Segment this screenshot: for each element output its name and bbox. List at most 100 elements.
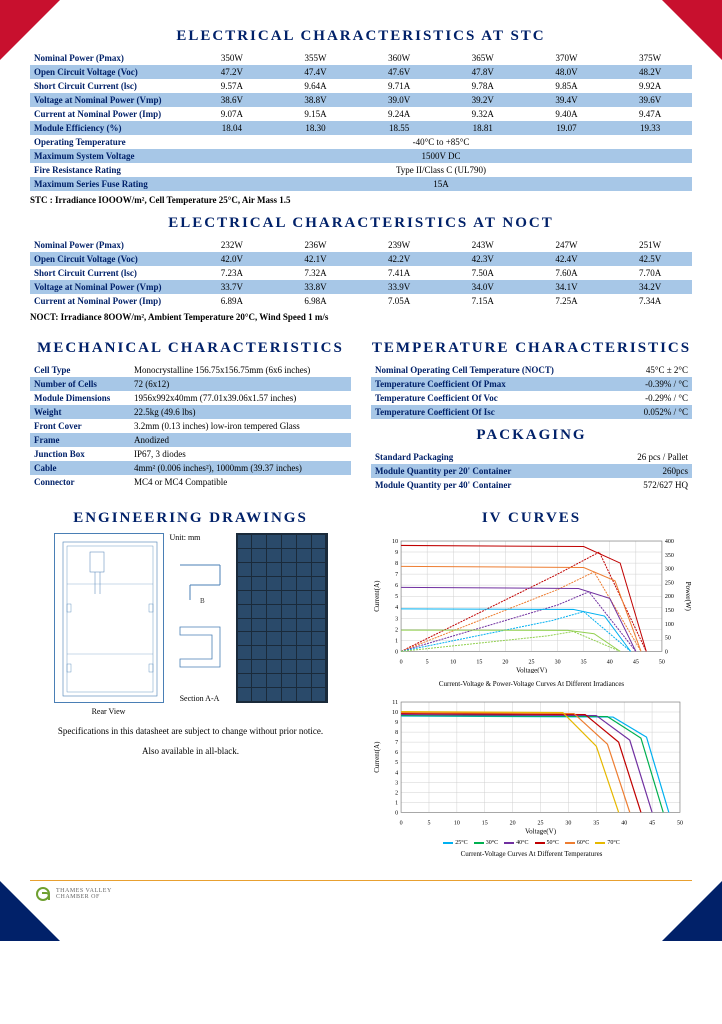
- row-value: 239W: [357, 238, 441, 252]
- row-value: 33.7V: [190, 280, 274, 294]
- row-value: 9.40A: [525, 107, 609, 121]
- row-value: 38.6V: [190, 93, 274, 107]
- row-value: 9.15A: [274, 107, 358, 121]
- row-label: Short Circuit Current (lsc): [30, 266, 190, 280]
- row-label: Junction Box: [30, 447, 130, 461]
- svg-text:0: 0: [395, 649, 398, 655]
- table-row: ConnectorMC4 or MC4 Compatible: [30, 475, 351, 489]
- unit-label: Unit: mm: [170, 533, 230, 542]
- svg-text:35: 35: [581, 659, 587, 665]
- table-row: Maximum Series Fuse Rating15A: [30, 177, 692, 191]
- rear-view-label: Rear View: [54, 707, 164, 716]
- svg-text:30: 30: [555, 659, 561, 665]
- svg-text:50: 50: [665, 636, 671, 642]
- row-value: 47.4V: [274, 65, 358, 79]
- row-label: Cell Type: [30, 363, 130, 377]
- row-value: 19.07: [525, 121, 609, 135]
- row-label: Module Quantity per 20' Container: [371, 464, 599, 478]
- row-value: 47.8V: [441, 65, 525, 79]
- temp-table: Nominal Operating Cell Temperature (NOCT…: [371, 363, 692, 419]
- table-row: Temperature Coefficient Of Pmax-0.39% / …: [371, 377, 692, 391]
- row-value: 19.33: [608, 121, 692, 135]
- row-value: 39.0V: [357, 93, 441, 107]
- row-value: 18.55: [357, 121, 441, 135]
- svg-text:7: 7: [395, 741, 398, 747]
- svg-text:10: 10: [392, 711, 398, 717]
- table-row: Weight22.5kg (49.6 lbs): [30, 405, 351, 419]
- row-label: Voltage at Nominal Power (Vmp): [30, 93, 190, 107]
- svg-text:20: 20: [502, 659, 508, 665]
- svg-text:25: 25: [538, 821, 544, 827]
- row-value: 42.2V: [357, 252, 441, 266]
- stc-note: STC : Irradiance IOOOW/m², Cell Temperat…: [30, 195, 692, 205]
- row-value: 6.89A: [190, 294, 274, 308]
- row-value: 9.24A: [357, 107, 441, 121]
- svg-text:250: 250: [665, 580, 674, 586]
- svg-text:50: 50: [677, 821, 683, 827]
- noct-table: Nominal Power (Pmax)232W236W239W243W247W…: [30, 238, 692, 308]
- table-row: Open Circuit Voltage (Voc)42.0V42.1V42.2…: [30, 252, 692, 266]
- row-value: 4mm² (0.006 inches²), 1000mm (39.37 inch…: [130, 461, 351, 475]
- svg-text:8: 8: [395, 731, 398, 737]
- row-label: Module Quantity per 40' Container: [371, 478, 599, 492]
- row-value: 365W: [441, 51, 525, 65]
- row-value: 34.1V: [525, 280, 609, 294]
- row-label: Front Cover: [30, 419, 130, 433]
- row-value: 247W: [525, 238, 609, 252]
- table-row: Module Efficiency (%)18.0418.3018.5518.8…: [30, 121, 692, 135]
- svg-text:Voltage(V): Voltage(V): [516, 666, 548, 673]
- mech-title: MECHANICAL CHARACTERISTICS: [30, 340, 351, 357]
- row-value: 6.98A: [274, 294, 358, 308]
- svg-text:45: 45: [649, 821, 655, 827]
- row-value: 39.6V: [608, 93, 692, 107]
- row-value: 42.5V: [608, 252, 692, 266]
- table-row: Current at Nominal Power (Imp)9.07A9.15A…: [30, 107, 692, 121]
- svg-text:11: 11: [392, 700, 398, 706]
- row-value: 9.07A: [190, 107, 274, 121]
- row-label: Maximum Series Fuse Rating: [30, 177, 190, 191]
- stc-table: Nominal Power (Pmax)350W355W360W365W370W…: [30, 51, 692, 191]
- row-value: MC4 or MC4 Compatible: [130, 475, 351, 489]
- row-label: Frame: [30, 433, 130, 447]
- svg-text:Current(A): Current(A): [373, 741, 381, 773]
- row-label: Current at Nominal Power (Imp): [30, 107, 190, 121]
- svg-text:4: 4: [395, 771, 398, 777]
- table-row: Module Dimensions1956x992x40mm (77.01x39…: [30, 391, 351, 405]
- table-row: Operating Temperature-40°C to +85°C: [30, 135, 692, 149]
- row-value: 9.78A: [441, 79, 525, 93]
- row-value: 375W: [608, 51, 692, 65]
- svg-text:300: 300: [665, 567, 674, 573]
- row-value: 1500V DC: [190, 149, 692, 163]
- row-value: 34.0V: [441, 280, 525, 294]
- svg-text:10: 10: [454, 821, 460, 827]
- table-row: FrameAnodized: [30, 433, 351, 447]
- svg-text:15: 15: [476, 659, 482, 665]
- row-label: Fire Resistance Rating: [30, 163, 190, 177]
- iv-caption-1: Current-Voltage & Power-Voltage Curves A…: [371, 680, 692, 688]
- svg-text:35: 35: [593, 821, 599, 827]
- row-label: Open Circuit Voltage (Voc): [30, 252, 190, 266]
- svg-text:9: 9: [395, 721, 398, 727]
- svg-text:200: 200: [665, 594, 674, 600]
- table-row: Temperature Coefficient Of Isc0.052% / °…: [371, 405, 692, 419]
- row-value: 72 (6x12): [130, 377, 351, 391]
- svg-text:25: 25: [529, 659, 535, 665]
- row-value: 9.47A: [608, 107, 692, 121]
- row-value: 7.50A: [441, 266, 525, 280]
- row-label: Nominal Power (Pmax): [30, 51, 190, 65]
- row-label: Open Circuit Voltage (Voc): [30, 65, 190, 79]
- legend-item: 50°C: [535, 840, 559, 846]
- table-row: Nominal Operating Cell Temperature (NOCT…: [371, 363, 692, 377]
- row-value: 7.15A: [441, 294, 525, 308]
- noct-title: ELECTRICAL CHARACTERISTICS AT NOCT: [30, 215, 692, 232]
- row-label: Standard Packaging: [371, 450, 599, 464]
- row-value: Monocrystalline 156.75x156.75mm (6x6 inc…: [130, 363, 351, 377]
- section-detail-bottom: [170, 617, 230, 677]
- row-value: 42.1V: [274, 252, 358, 266]
- row-value: 7.41A: [357, 266, 441, 280]
- row-value: 33.9V: [357, 280, 441, 294]
- iv-title: IV CURVES: [371, 510, 692, 527]
- svg-text:0: 0: [665, 649, 668, 655]
- table-row: Number of Cells72 (6x12): [30, 377, 351, 391]
- row-value: 33.8V: [274, 280, 358, 294]
